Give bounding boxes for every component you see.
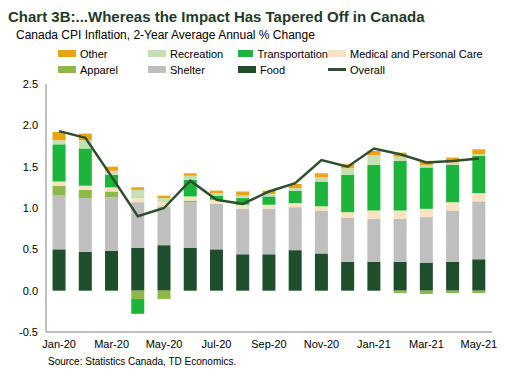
html-text:Source: Statistics Canada, TD: Source: Statistics Canada, TD Economics. — [48, 356, 237, 367]
svg-text:Jan-21: Jan-21 — [357, 338, 391, 350]
svg-text:1.0: 1.0 — [23, 202, 38, 214]
svg-text:2.0: 2.0 — [23, 119, 38, 131]
svg-text:2.5: 2.5 — [23, 78, 38, 90]
html-text:Overall: Overall — [350, 63, 385, 76]
html-text:Chart 3B:...Whereas the Impact: Chart 3B:...Whereas the Impact Has Taper… — [8, 8, 425, 25]
html-text:Transportation: Transportation — [257, 47, 328, 60]
html-text:Medical and Personal Care: Medical and Personal Care — [350, 47, 483, 60]
svg-text:Mar-21: Mar-21 — [409, 338, 444, 350]
svg-text:1.5: 1.5 — [23, 161, 38, 173]
svg-text:Jul-20: Jul-20 — [202, 338, 232, 350]
svg-text:Jan-20: Jan-20 — [42, 338, 76, 350]
svg-text:May-21: May-21 — [461, 338, 498, 350]
html-text:Apparel: Apparel — [80, 63, 118, 76]
svg-text:-0.5: -0.5 — [19, 326, 38, 338]
svg-text:Nov-20: Nov-20 — [304, 338, 339, 350]
html-text:Recreation: Recreation — [170, 47, 224, 60]
svg-text:Sep-20: Sep-20 — [251, 338, 286, 350]
html-text:Other: Other — [80, 47, 108, 60]
svg-text:May-20: May-20 — [146, 338, 183, 350]
html-text:Food: Food — [260, 63, 286, 76]
html-text:Canada CPI Inflation, 2-Year A: Canada CPI Inflation, 2-Year Average Ann… — [16, 28, 315, 42]
svg-text:Mar-20: Mar-20 — [94, 338, 129, 350]
html-text:Shelter: Shelter — [170, 63, 205, 76]
svg-text:0.0: 0.0 — [23, 285, 38, 297]
svg-text:0.5: 0.5 — [23, 243, 38, 255]
